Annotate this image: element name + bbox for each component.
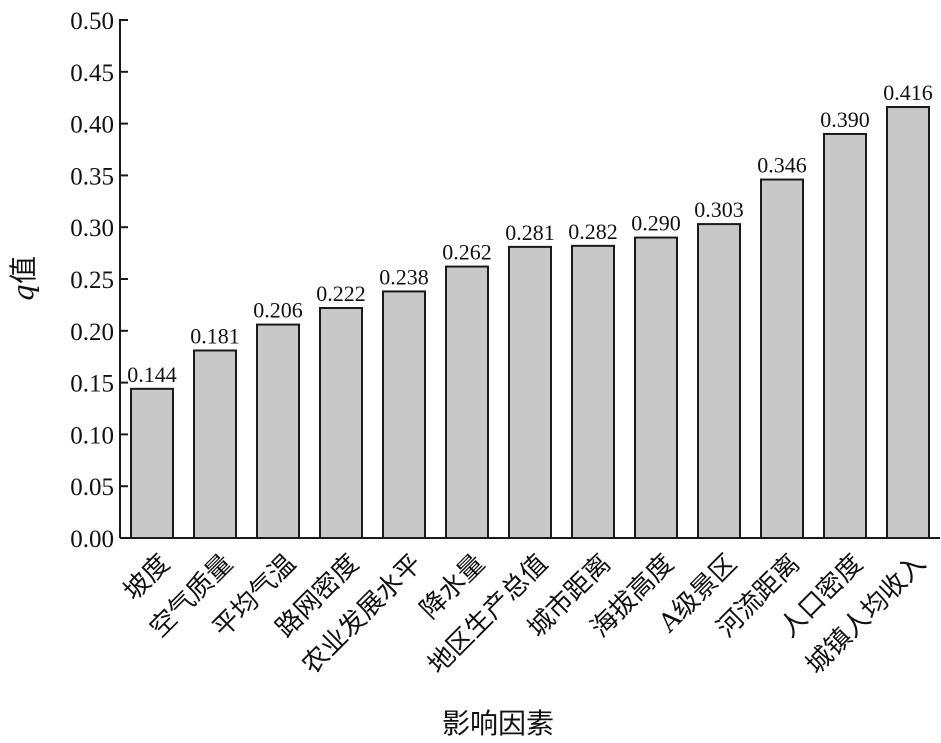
bar-value-label: 0.222 <box>316 281 366 306</box>
bar-value-label: 0.416 <box>883 80 933 105</box>
bar-value-label: 0.390 <box>820 107 870 132</box>
y-tick-label: 0.45 <box>70 60 114 87</box>
bar <box>256 323 300 540</box>
bar <box>634 236 678 539</box>
bar <box>823 132 867 540</box>
bar <box>382 290 426 539</box>
bar-value-label: 0.290 <box>631 211 681 236</box>
y-axis-title: q值 <box>7 256 40 302</box>
bar-value-label: 0.303 <box>694 197 744 222</box>
y-tick-label: 0.10 <box>70 422 114 449</box>
bar-value-label: 0.181 <box>190 323 240 348</box>
bar-value-label: 0.144 <box>127 362 177 387</box>
bars-group <box>130 106 930 540</box>
bar <box>886 106 930 540</box>
y-tick-label: 0.15 <box>70 371 114 398</box>
y-tick-label: 0.35 <box>70 163 114 190</box>
bar <box>130 387 174 540</box>
value-labels-group: 0.144 0.181 0.206 0.222 0.238 0.262 0.281 0.282… <box>127 80 933 387</box>
y-tick-label: 0.50 <box>70 8 114 35</box>
bar-value-label: 0.206 <box>253 298 303 323</box>
bar-value-label: 0.282 <box>568 219 618 244</box>
y-tick-label: 0.25 <box>70 267 114 294</box>
y-tick-label: 0.20 <box>70 319 114 346</box>
y-axis-title-variable: q <box>7 284 40 302</box>
bar-value-label: 0.346 <box>757 153 807 178</box>
bar <box>571 244 615 540</box>
bar <box>760 178 804 539</box>
x-axis-title: 影响因素 <box>442 707 554 740</box>
x-axis-labels: 坡度空气质量平均气温路网密度农业发展水平降水量地区生产总值城市距离海拔高度A级景… <box>118 549 932 681</box>
y-axis-ticks: 0.00 0.05 0.10 0.15 0.20 0.25 0.30 0.35 0.40 0.45… <box>70 8 128 553</box>
bar-value-label: 0.281 <box>505 220 555 245</box>
bar <box>445 265 489 539</box>
bar-value-label: 0.238 <box>379 264 429 289</box>
y-tick-label: 0.40 <box>70 112 114 139</box>
y-tick-label: 0.30 <box>70 215 114 242</box>
bar <box>319 307 363 539</box>
bar <box>508 245 552 539</box>
bar <box>193 349 237 540</box>
y-tick-label: 0.00 <box>70 526 114 553</box>
y-axis-title-suffix: 值 <box>7 256 40 284</box>
bar-value-label: 0.262 <box>442 240 492 265</box>
bar <box>697 223 741 539</box>
y-tick-label: 0.05 <box>70 474 114 501</box>
